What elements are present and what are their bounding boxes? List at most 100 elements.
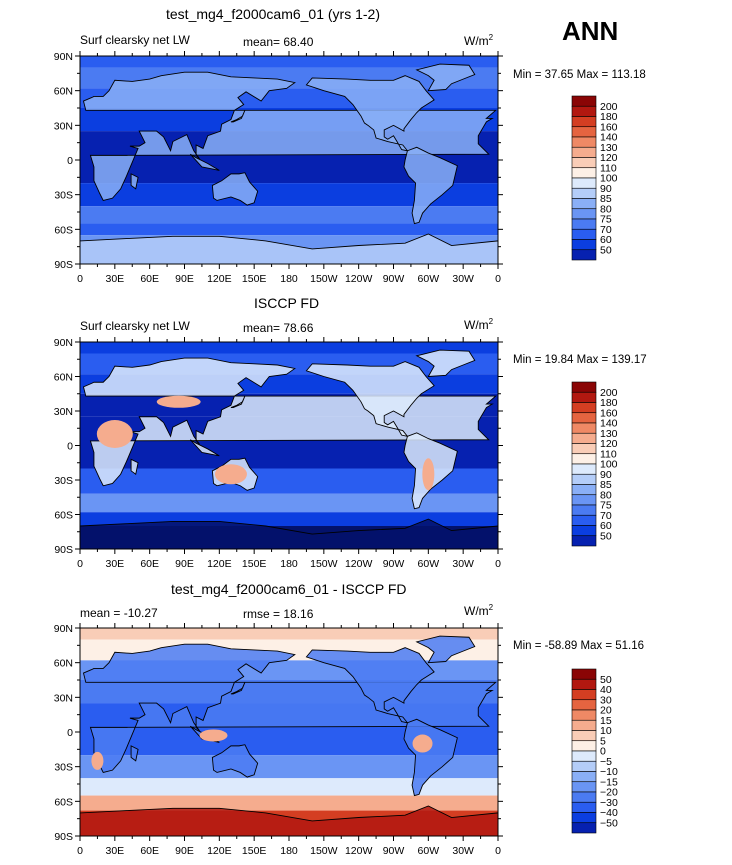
field-band — [80, 183, 498, 207]
coastline — [230, 110, 246, 123]
lon-label: 30W — [452, 845, 474, 857]
colorbar-box — [571, 484, 597, 496]
lat-label: 90N — [54, 623, 73, 635]
lon-label: 150W — [310, 558, 338, 570]
colorbar-box — [571, 249, 597, 261]
panel-1-mean: mean= 68.40 — [243, 35, 314, 49]
colorbar-box — [571, 801, 597, 813]
lon-label: 60E — [140, 273, 159, 285]
lon-label: 120W — [345, 273, 373, 285]
colorbar-label: −50 — [600, 817, 618, 829]
field-feature — [96, 420, 133, 448]
coastline — [415, 349, 476, 378]
colorbar-box — [571, 812, 597, 824]
lon-label: 60W — [418, 558, 440, 570]
colorbar-label: 60 — [600, 520, 612, 532]
colorbar-label: −15 — [600, 776, 618, 788]
colorbar-label: 100 — [600, 459, 618, 471]
lat-label: 30N — [54, 120, 73, 132]
panel-1-minmax: Min = 37.65 Max = 113.18 — [513, 69, 646, 81]
field-band — [80, 778, 498, 796]
lon-label: 0 — [495, 845, 501, 857]
colorbar-label: 90 — [600, 183, 612, 195]
map-panel-2: 90N 60N 30N 0 30S 60S 90S 0 30E 60E 90E 120E 150E 180… — [54, 337, 618, 570]
colorbar-box — [571, 740, 597, 752]
lon-label: 60E — [140, 845, 159, 857]
lon-label: 60E — [140, 558, 159, 570]
colorbar-label: 80 — [600, 489, 612, 501]
lon-label: 0 — [495, 273, 501, 285]
lat-label: 60N — [54, 658, 73, 670]
colorbar-box — [571, 443, 597, 455]
colorbar-label: 70 — [600, 510, 612, 522]
colorbar-box — [571, 95, 597, 107]
lon-label: 60W — [418, 845, 440, 857]
coastline — [403, 146, 458, 225]
colorbar-label: 200 — [600, 387, 618, 399]
coastline — [130, 458, 139, 476]
lon-label: 90W — [383, 845, 405, 857]
colorbar-box — [571, 781, 597, 793]
lat-label: 90S — [54, 259, 73, 271]
panel-3-minmax: Min = -58.89 Max = 51.16 — [513, 640, 645, 652]
lat-label: 90S — [54, 544, 73, 556]
colorbar-box — [571, 187, 597, 199]
lon-label: 90W — [383, 273, 405, 285]
map-field-2 — [80, 342, 498, 549]
lat-label: 60S — [54, 510, 73, 522]
lat-label: 60S — [54, 224, 73, 236]
field-band — [80, 795, 498, 811]
colorbar-box — [571, 750, 597, 762]
coastline — [305, 647, 435, 724]
lat-label: 0 — [67, 155, 73, 167]
colorbar-box — [571, 239, 597, 251]
coastline — [230, 395, 246, 408]
colorbar-box — [571, 730, 597, 742]
coastline — [189, 153, 220, 171]
lat-label: 30S — [54, 762, 73, 774]
lat-label: 30S — [54, 475, 73, 487]
colorbar-box — [571, 504, 597, 516]
colorbar-label: 90 — [600, 469, 612, 481]
colorbar-label: 20 — [600, 705, 612, 717]
field-feature — [91, 751, 104, 770]
colorbar-box — [571, 126, 597, 138]
lon-label: 90E — [175, 273, 194, 285]
colorbar-box — [571, 473, 597, 485]
lon-label: 0 — [495, 558, 501, 570]
field-feature — [412, 734, 433, 753]
colorbar-box — [571, 208, 597, 220]
coastline — [189, 439, 220, 457]
colorbar-label: 75 — [600, 500, 612, 512]
colorbar-box — [571, 402, 597, 414]
colorbar-box — [571, 432, 597, 444]
coastline — [211, 744, 259, 778]
field-feature — [156, 395, 201, 408]
lon-label: 120W — [345, 845, 373, 857]
panel-1-variable: Surf clearsky net LW — [80, 33, 190, 47]
field-band — [80, 755, 498, 779]
panel-2-variable: Surf clearsky net LW — [80, 319, 190, 333]
colorbar-box — [571, 177, 597, 189]
colorbar-box — [571, 719, 597, 731]
coastline — [80, 233, 498, 264]
coastline — [305, 75, 435, 152]
lon-label: 30E — [105, 273, 124, 285]
panel-2-title: ISCCP FD — [254, 295, 320, 311]
lat-label: 90N — [54, 51, 73, 63]
colorbar-box — [571, 709, 597, 721]
lon-label: 150E — [242, 845, 267, 857]
colorbar-box — [571, 422, 597, 434]
colorbar-box — [571, 525, 597, 537]
lat-label: 90S — [54, 831, 73, 843]
lon-label: 120E — [207, 273, 232, 285]
lon-label: 90E — [175, 558, 194, 570]
colorbar-label: −40 — [600, 807, 618, 819]
lon-label: 30E — [105, 558, 124, 570]
lon-label: 180 — [280, 273, 298, 285]
coastline — [82, 357, 497, 487]
colorbar-label: 120 — [600, 438, 618, 450]
colorbar-label: 85 — [600, 479, 612, 491]
